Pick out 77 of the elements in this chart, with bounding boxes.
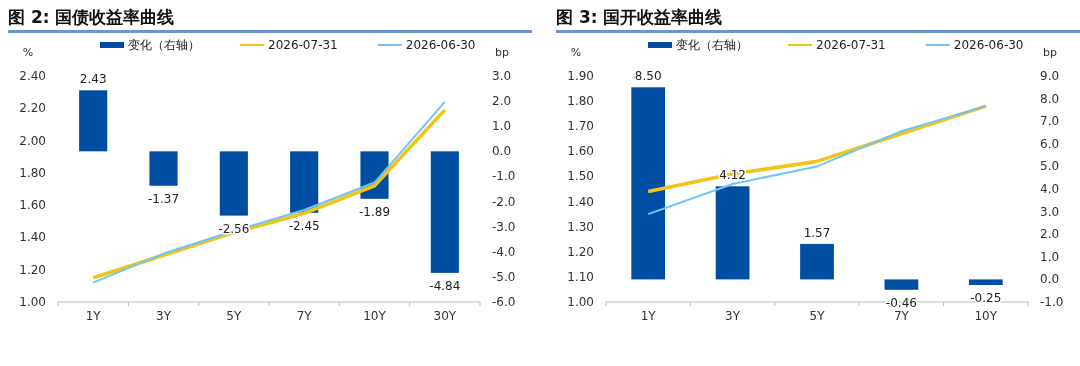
x-tick-label: 3Y (156, 309, 172, 323)
y-tick-label: 1.20 (567, 244, 594, 259)
y2-axis-title: bp (495, 46, 509, 59)
y-tick-label: 1.10 (567, 269, 594, 284)
y2-tick-label: 5.0 (1040, 159, 1060, 174)
data-label: 8.50 (634, 69, 662, 84)
y-tick-label: 1.60 (567, 144, 594, 159)
y2-tick-label: 6.0 (1040, 136, 1060, 151)
y2-tick-label: -2.0 (492, 194, 516, 209)
x-tick-label: 30Y (433, 309, 457, 323)
y2-tick-label: -6.0 (492, 295, 516, 309)
y2-tick-label: 2.0 (1040, 227, 1060, 242)
bar (715, 186, 750, 280)
data-label: -1.89 (358, 204, 391, 219)
x-tick-label: 1Y (85, 309, 102, 323)
y2-axis-title: bp (1043, 46, 1057, 59)
data-label: -0.25 (970, 291, 1002, 306)
y2-tick-label: 1.0 (492, 119, 512, 134)
y-tick-label: 1.20 (19, 262, 46, 277)
x-tick-label: 1Y (640, 309, 657, 323)
y-tick-label: 1.40 (19, 230, 46, 245)
y2-tick-label: 9.0 (1040, 69, 1060, 83)
y2-tick-label: -4.0 (492, 244, 516, 259)
y2-tick-label: 3.0 (1040, 204, 1060, 219)
y2-tick-label: 3.0 (492, 69, 512, 83)
bar (631, 87, 666, 280)
y-tick-label: 1.80 (19, 165, 46, 180)
legend-label: 变化（右轴） (676, 38, 748, 52)
x-tick-label: 5Y (809, 309, 826, 323)
y-tick-label: 1.00 (567, 295, 594, 309)
data-label: 1.57 (803, 225, 831, 240)
chart-title: 图 3: 国开收益率曲线 (556, 4, 1080, 33)
y2-tick-label: -3.0 (492, 219, 516, 234)
data-label: -1.37 (147, 191, 180, 206)
chart-title: 图 2: 国债收益率曲线 (8, 4, 532, 33)
y-tick-label: 1.50 (567, 169, 594, 184)
bar (800, 243, 834, 280)
y-axis-title: % (22, 46, 34, 59)
data-label: 2.43 (79, 72, 107, 87)
x-tick-label: 7Y (296, 309, 313, 323)
x-tick-label: 10Y (363, 309, 387, 323)
y2-tick-label: 1.0 (1040, 249, 1060, 264)
y2-tick-label: 4.0 (1040, 182, 1060, 196)
y-axis-title: % (570, 46, 582, 59)
data-label: -0.46 (885, 295, 917, 310)
y-tick-label: 1.80 (567, 94, 594, 109)
bar (884, 279, 919, 290)
x-tick-label: 10Y (974, 309, 998, 323)
y2-tick-label: 8.0 (1040, 91, 1060, 106)
y-tick-label: 1.00 (19, 295, 46, 309)
x-tick-label: 3Y (725, 309, 741, 323)
y-tick-label: 1.60 (19, 198, 46, 213)
line-series (647, 105, 987, 216)
y-tick-label: 2.00 (19, 133, 46, 148)
y-tick-label: 2.40 (19, 69, 46, 83)
y2-tick-label: -1.0 (492, 169, 516, 184)
legend-label: 2026-06-30 (405, 38, 476, 52)
y2-tick-label: 0.0 (1040, 272, 1060, 287)
y2-tick-label: 0.0 (492, 144, 512, 159)
y-tick-label: 2.20 (19, 101, 46, 116)
data-label: -4.84 (429, 278, 461, 293)
y-tick-label: 1.90 (567, 69, 594, 83)
y2-tick-label: 7.0 (1040, 114, 1060, 129)
y-tick-label: 1.70 (567, 119, 594, 134)
x-tick-label: 7Y (893, 309, 910, 323)
y2-tick-label: -5.0 (492, 269, 516, 284)
legend-label: 变化（右轴） (128, 38, 200, 52)
data-label: -2.45 (288, 218, 320, 233)
legend-label: 2026-06-30 (953, 38, 1024, 52)
y-tick-label: 1.30 (567, 219, 594, 234)
x-tick-label: 5Y (226, 309, 242, 323)
y-tick-label: 1.40 (567, 194, 594, 209)
y2-tick-label: -1.0 (1040, 295, 1064, 309)
y2-tick-label: 2.0 (492, 94, 512, 109)
legend-label: 2026-07-31 (816, 38, 886, 52)
legend-label: 2026-07-31 (268, 38, 338, 52)
bar (968, 279, 1003, 286)
